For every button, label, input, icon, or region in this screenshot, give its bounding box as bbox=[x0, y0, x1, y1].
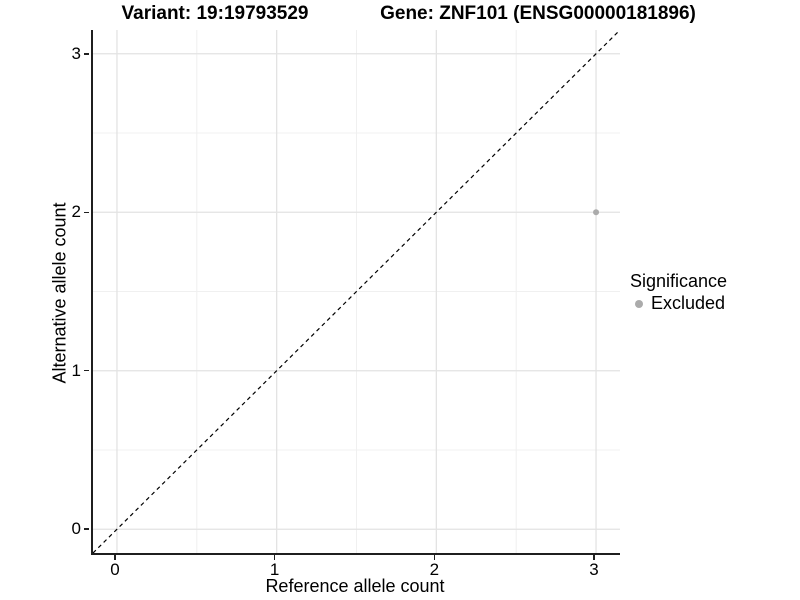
y-axis-tick-mark bbox=[84, 528, 89, 530]
y-axis-tick-label: 1 bbox=[71, 360, 81, 380]
variant-title: Variant: 19:19793529 bbox=[121, 3, 309, 24]
y-axis-title: Alternative allele count bbox=[49, 202, 70, 384]
plot-area-svg bbox=[93, 30, 620, 553]
excluded-point-swatch bbox=[635, 299, 643, 308]
y-axis-tick-mark bbox=[84, 53, 89, 55]
data-point-3-2 bbox=[593, 209, 600, 216]
y-axis-tick-label: 3 bbox=[71, 43, 81, 63]
x-axis-title: Reference allele count bbox=[265, 576, 445, 596]
x-axis-tick-mark bbox=[433, 555, 436, 560]
x-axis-tick-mark bbox=[593, 555, 595, 560]
gene-title: Gene: ZNF101 (ENSG00000181896) bbox=[380, 3, 696, 24]
y-axis-tick-label: 2 bbox=[71, 202, 81, 222]
y-axis-tick-mark bbox=[84, 369, 89, 372]
x-axis-tick-mark bbox=[114, 555, 116, 560]
x-axis-tick-label: 3 bbox=[589, 560, 599, 579]
x-axis-tick-mark bbox=[273, 555, 276, 560]
legend-entry-label: Excluded bbox=[651, 293, 726, 313]
x-axis-tick-label: 0 bbox=[110, 560, 120, 579]
legend-entry-excluded: Excluded bbox=[630, 293, 727, 314]
x-axis-tick-label: 2 bbox=[429, 560, 440, 579]
plot-panel bbox=[91, 30, 620, 555]
x-axis-tick-label: 1 bbox=[269, 560, 280, 579]
y-axis-tick-label: 0 bbox=[71, 519, 81, 539]
legend-title: Significance bbox=[630, 271, 728, 291]
y-axis-tick-mark bbox=[84, 211, 89, 213]
legend: Significance Excluded bbox=[630, 271, 727, 314]
identity-dashed-line bbox=[93, 30, 620, 553]
